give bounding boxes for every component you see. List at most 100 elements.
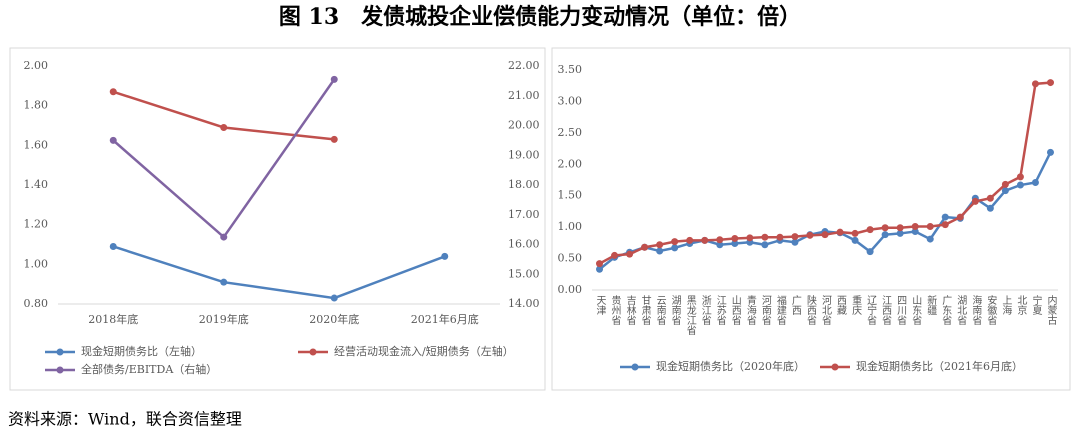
y2-tick-label: 20.00 <box>508 119 540 132</box>
data-point <box>776 233 784 241</box>
x-tick-label: 内蒙古 <box>1045 294 1057 326</box>
data-point <box>731 234 739 242</box>
data-point <box>851 236 859 244</box>
y-tick-label: 1.00 <box>558 220 583 233</box>
data-point <box>441 252 449 260</box>
data-point <box>671 238 679 246</box>
data-point <box>1046 148 1054 156</box>
data-point <box>1001 187 1009 195</box>
y-tick-label: 2.50 <box>558 126 583 139</box>
x-tick-label: 陕西省 <box>804 294 816 326</box>
y-tick-label: 1.20 <box>24 218 49 231</box>
x-tick-label: 广东省 <box>940 295 952 326</box>
legend-label: 现金短期债务比（2020年底） <box>656 359 805 373</box>
data-point <box>641 243 649 251</box>
data-point <box>716 236 724 244</box>
x-tick-label: 2021年6月底 <box>411 312 479 326</box>
data-point <box>896 229 904 237</box>
data-point <box>596 265 604 273</box>
series-line <box>598 151 1052 271</box>
y-tick-label: 3.00 <box>558 94 583 107</box>
data-point <box>761 233 769 241</box>
data-point <box>1031 179 1039 187</box>
data-point <box>986 204 994 212</box>
x-tick-label: 新疆 <box>925 294 937 316</box>
legend-marker <box>56 348 64 356</box>
x-tick-label: 甘肃省 <box>639 294 651 326</box>
y2-tick-label: 22.00 <box>508 59 540 72</box>
y2-tick-label: 19.00 <box>508 148 540 161</box>
data-point <box>596 260 604 268</box>
data-point <box>656 241 664 249</box>
data-point <box>220 123 228 131</box>
y2-tick-label: 14.00 <box>508 297 540 310</box>
y2-tick-label: 18.00 <box>508 178 540 191</box>
data-point <box>716 241 724 249</box>
x-tick-label: 西藏 <box>835 295 847 316</box>
data-point <box>866 226 874 234</box>
data-point <box>656 247 664 255</box>
data-point <box>701 236 709 244</box>
x-tick-label: 云南省 <box>654 295 666 326</box>
data-point <box>1001 180 1009 188</box>
x-tick-label: 湖北省 <box>955 295 967 326</box>
y2-tick-label: 15.00 <box>508 267 540 280</box>
data-point <box>926 223 934 231</box>
x-tick-label: 2020年底 <box>309 312 359 326</box>
data-point <box>881 231 889 239</box>
data-point <box>1046 79 1054 87</box>
y-tick-label: 1.40 <box>24 178 49 191</box>
data-point <box>109 88 117 96</box>
data-point <box>330 294 338 302</box>
legend-label: 现金短期债务比（2021年6月底） <box>856 359 1023 373</box>
x-tick-label: 北京 <box>1015 295 1027 316</box>
x-tick-label: 上海 <box>1000 295 1012 316</box>
data-point <box>911 223 919 231</box>
x-tick-label: 浙江省 <box>699 295 711 326</box>
data-point <box>109 242 117 250</box>
x-tick-label: 青海省 <box>744 294 756 326</box>
x-tick-label: 黑龙江省 <box>684 295 696 336</box>
data-point <box>881 224 889 232</box>
legend-label: 经营活动现金流入/短期债务（左轴） <box>334 344 514 358</box>
y-tick-label: 0.00 <box>558 283 583 296</box>
x-tick-label: 辽宁省 <box>865 295 877 326</box>
data-point <box>611 251 619 259</box>
data-point <box>896 224 904 232</box>
y2-tick-label: 17.00 <box>508 208 540 221</box>
series-line <box>112 245 446 300</box>
y-tick-label: 2.00 <box>24 59 49 72</box>
data-point <box>686 236 694 244</box>
data-point <box>791 238 799 246</box>
y-tick-label: 2.00 <box>558 157 583 170</box>
y-tick-label: 0.50 <box>558 252 583 265</box>
data-point <box>626 250 634 258</box>
data-point <box>836 228 844 236</box>
data-point <box>671 244 679 252</box>
right-chart-frame <box>551 47 1071 391</box>
data-point <box>109 136 117 144</box>
data-point <box>220 233 228 241</box>
x-tick-label: 广西 <box>789 295 801 315</box>
legend-label: 全部债务/EBITDA（右轴） <box>81 362 217 376</box>
legend-marker <box>56 366 64 374</box>
figure-title: 图 13 发债城投企业偿债能力变动情况（单位：倍） <box>279 4 801 30</box>
x-tick-label: 贵州省 <box>609 294 621 326</box>
y-tick-label: 1.00 <box>24 257 49 270</box>
x-tick-label: 河南省 <box>759 295 771 326</box>
data-point <box>791 233 799 241</box>
x-tick-label: 海南省 <box>970 294 982 326</box>
y-tick-label: 3.50 <box>558 63 583 76</box>
x-tick-label: 2019年底 <box>199 312 249 326</box>
data-point <box>746 234 754 242</box>
source-note: 资料来源：Wind，联合资信整理 <box>8 410 242 429</box>
data-point <box>1016 181 1024 189</box>
legend-marker <box>831 363 839 371</box>
data-point <box>986 194 994 202</box>
x-tick-label: 山东省 <box>910 295 922 326</box>
legend-marker <box>631 363 639 371</box>
data-point <box>971 197 979 205</box>
x-tick-label: 山西省 <box>729 295 741 326</box>
y-tick-label: 1.50 <box>558 189 583 202</box>
